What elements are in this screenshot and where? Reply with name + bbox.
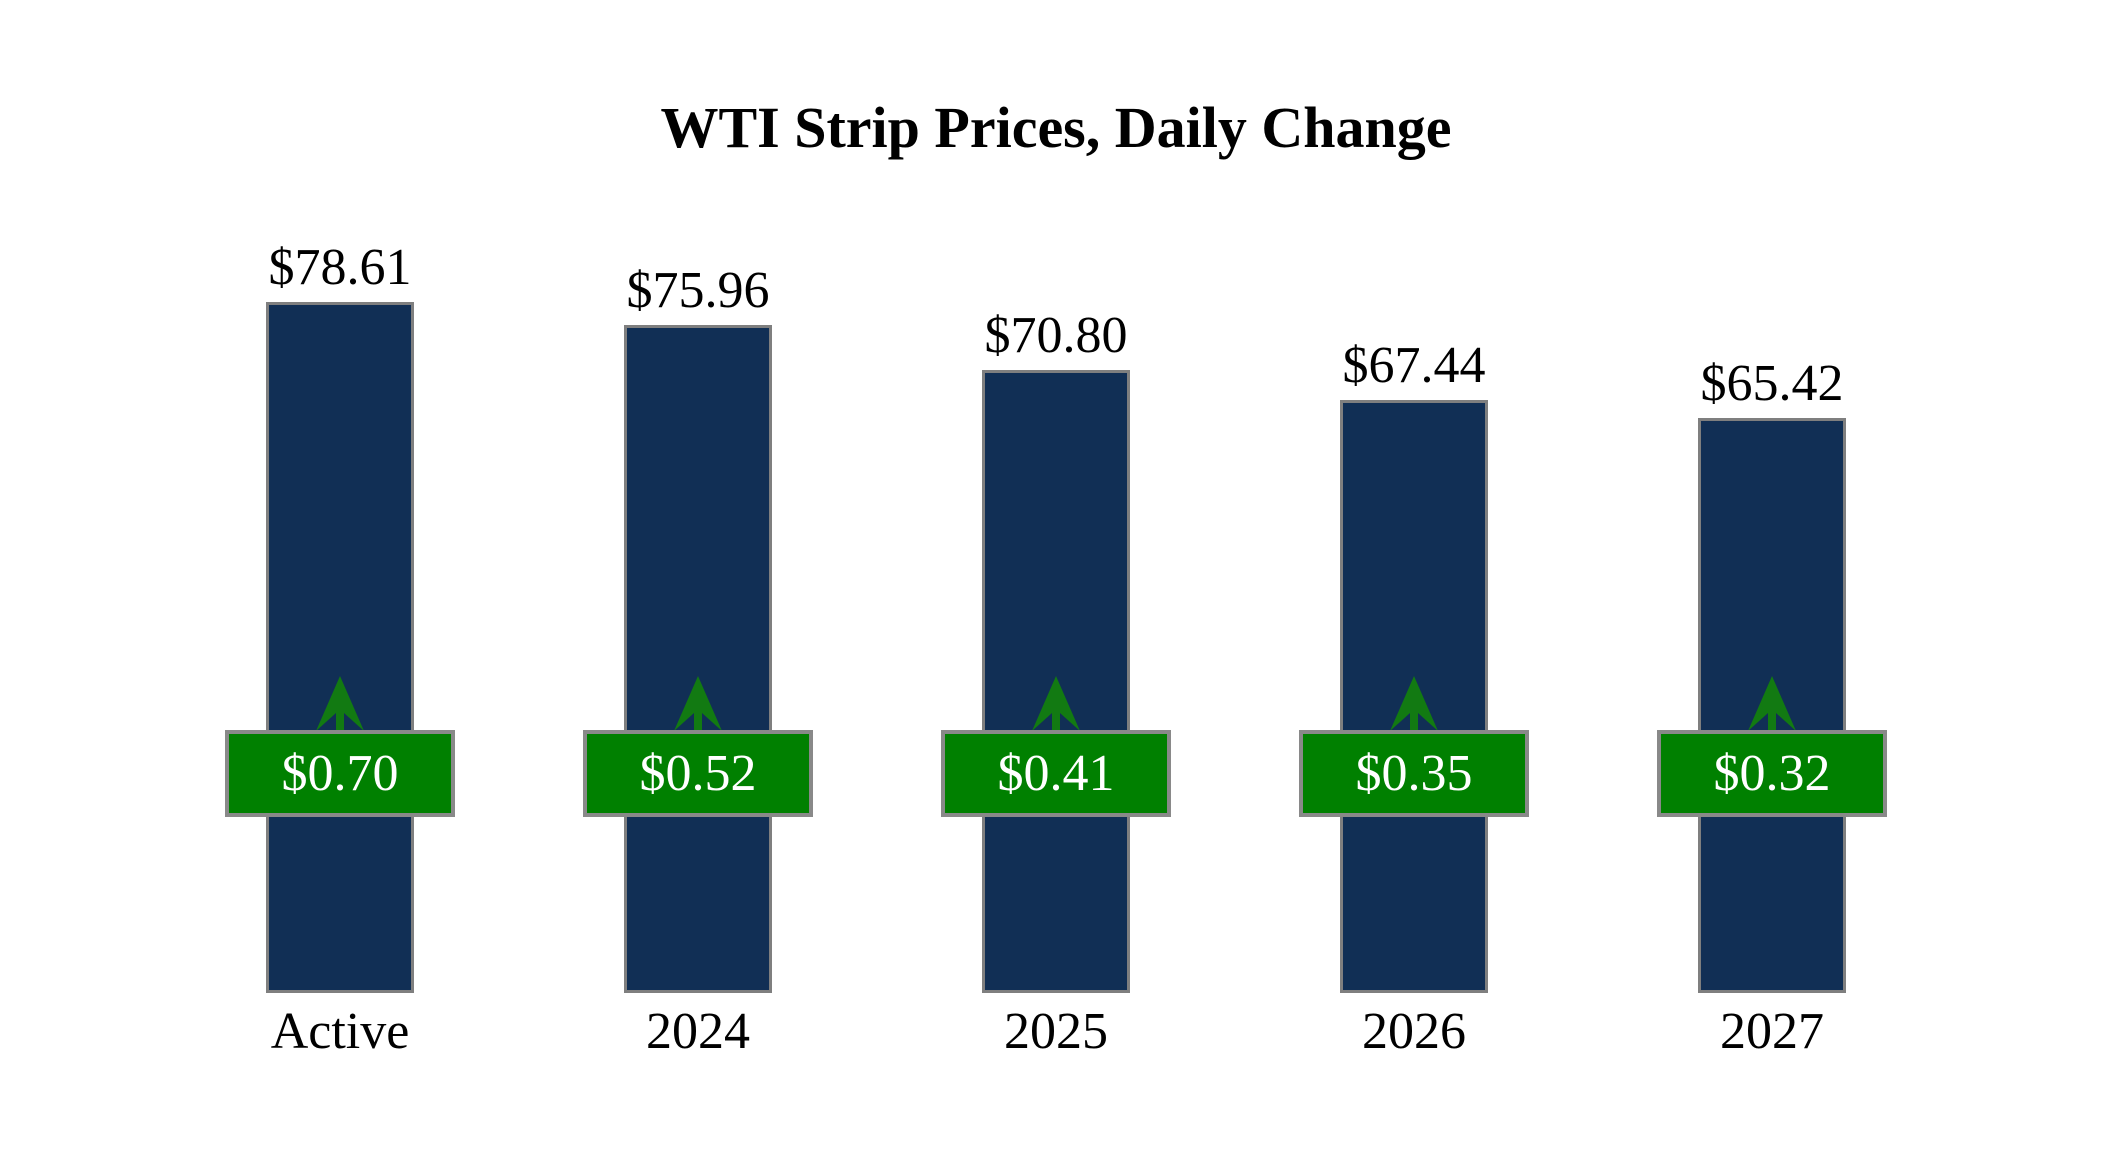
- bar-group: $67.44 $0.35 2026: [1235, 0, 1593, 1152]
- category-label: Active: [270, 1003, 410, 1060]
- daily-change-badge: $0.35: [1299, 730, 1529, 817]
- daily-change-badge: $0.52: [583, 730, 813, 817]
- bar-group: $70.80 $0.41 2025: [877, 0, 1235, 1152]
- bar: [624, 325, 772, 993]
- bar-value-label: $75.96: [626, 262, 770, 319]
- daily-change-label: $0.52: [639, 744, 757, 802]
- chart-plot-area: $78.61 $0.70 Active $75.96 $0.52 2024 $70.80 $0…: [161, 0, 1951, 1152]
- daily-change-badge: $0.32: [1657, 730, 1887, 817]
- category-label: 2027: [1720, 1003, 1824, 1060]
- chart-title: WTI Strip Prices, Daily Change: [660, 95, 1452, 160]
- daily-change-label: $0.32: [1713, 744, 1831, 802]
- daily-change-badge: $0.70: [225, 730, 455, 817]
- daily-change-label: $0.35: [1355, 744, 1473, 802]
- bar-value-label: $67.44: [1342, 337, 1486, 394]
- bar-value-label: $70.80: [984, 307, 1128, 364]
- daily-change-label: $0.70: [281, 744, 399, 802]
- category-label: 2026: [1362, 1003, 1466, 1060]
- category-label: 2024: [646, 1003, 750, 1060]
- bar-group: $75.96 $0.52 2024: [519, 0, 877, 1152]
- daily-change-label: $0.41: [997, 744, 1115, 802]
- up-arrow-icon: [316, 676, 364, 733]
- category-label: 2025: [1004, 1003, 1108, 1060]
- bar-group: $78.61 $0.70 Active: [161, 0, 519, 1152]
- bar-value-label: $65.42: [1700, 355, 1844, 412]
- up-arrow-icon: [1032, 676, 1080, 733]
- daily-change-badge: $0.41: [941, 730, 1171, 817]
- up-arrow-icon: [1748, 676, 1796, 733]
- bar-group: $65.42 $0.32 2027: [1593, 0, 1951, 1152]
- up-arrow-icon: [1390, 676, 1438, 733]
- up-arrow-icon: [674, 676, 722, 733]
- bar-value-label: $78.61: [268, 239, 412, 296]
- bar: [266, 302, 414, 993]
